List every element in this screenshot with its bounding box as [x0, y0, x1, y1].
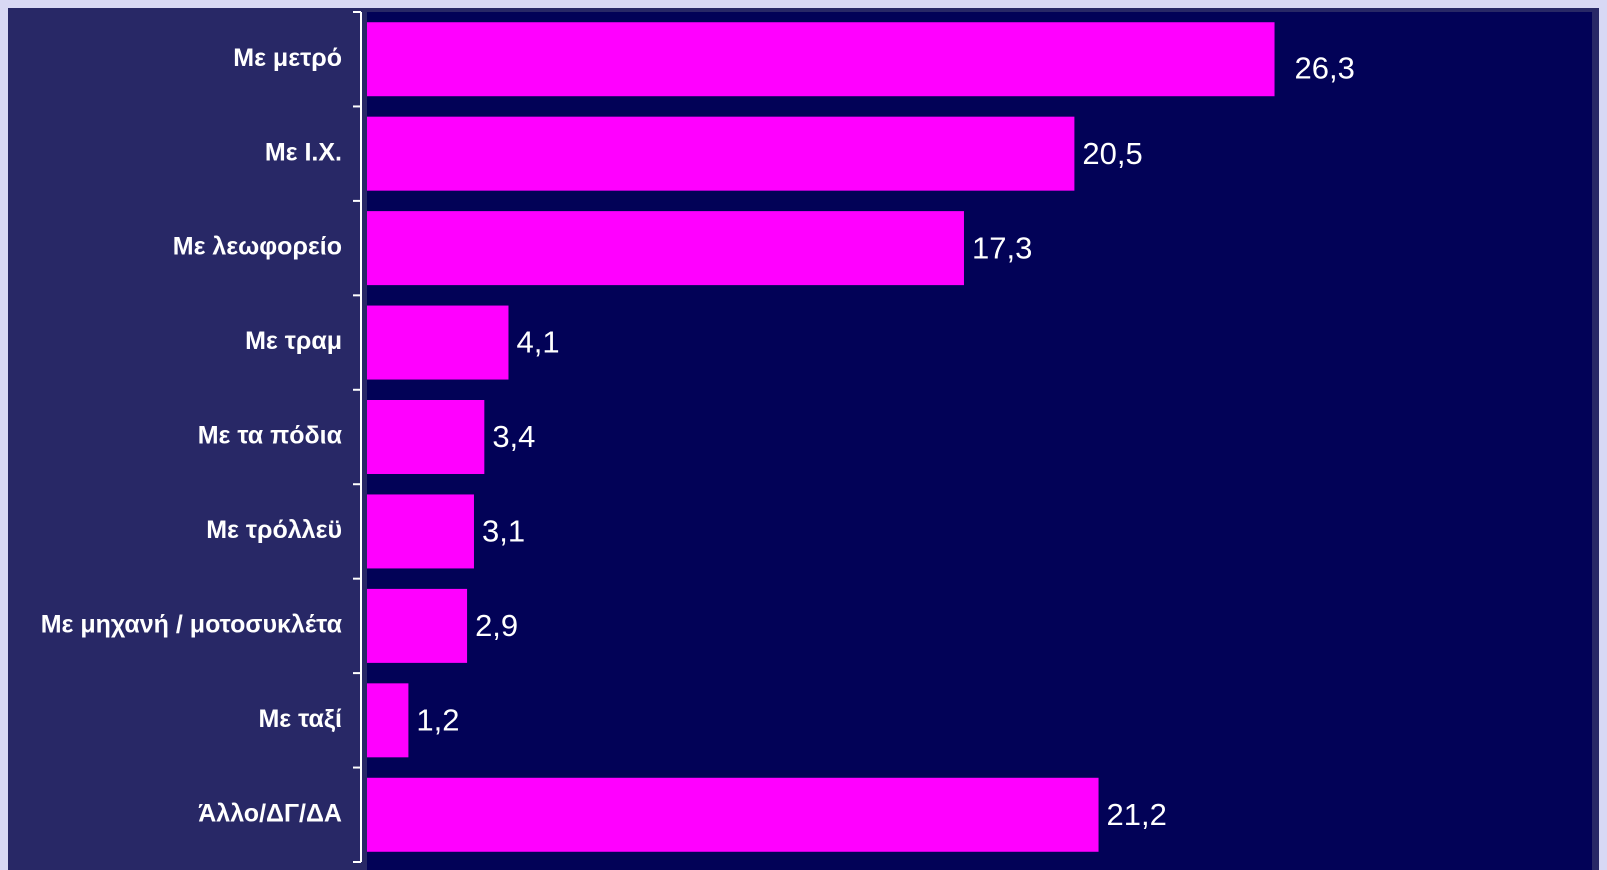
bar — [367, 305, 509, 380]
category-label: Με μετρό — [233, 44, 342, 72]
bar — [367, 588, 468, 663]
category-label: Με μηχανή / μοτοσυκλέτα — [41, 610, 343, 638]
category-label: Με ταξί — [258, 705, 342, 733]
bar — [367, 22, 1275, 97]
category-label: Με τραμ — [245, 327, 342, 355]
y-axis — [353, 11, 362, 863]
bar — [367, 683, 409, 758]
bars — [367, 22, 1275, 852]
bar — [367, 211, 964, 286]
data-label: 17,3 — [972, 230, 1032, 265]
data-label: 4,1 — [516, 325, 559, 360]
category-label: Με τρόλλεϋ — [206, 516, 342, 544]
category-label: Με τα πόδια — [198, 422, 343, 450]
data-label: 20,5 — [1082, 136, 1142, 171]
data-label: 1,2 — [416, 703, 459, 738]
category-label: Με Ι.Χ. — [265, 138, 342, 166]
category-label: Με λεωφορείο — [173, 233, 342, 261]
data-label: 3,1 — [482, 514, 525, 549]
data-label: 2,9 — [475, 608, 518, 643]
bar — [367, 116, 1075, 191]
bar — [367, 400, 485, 474]
labels: Με μετρό 26,3 Με Ι.Χ. 20,5 Με λεωφορείο 17,3 Μ… — [41, 44, 1355, 832]
category-label: Άλλο/ΔΓ/ΔΑ — [198, 799, 342, 827]
bar — [367, 494, 474, 569]
data-label: 21,2 — [1107, 797, 1167, 832]
data-label: 26,3 — [1295, 50, 1355, 85]
data-label: 3,4 — [492, 419, 535, 454]
bar — [367, 777, 1099, 852]
